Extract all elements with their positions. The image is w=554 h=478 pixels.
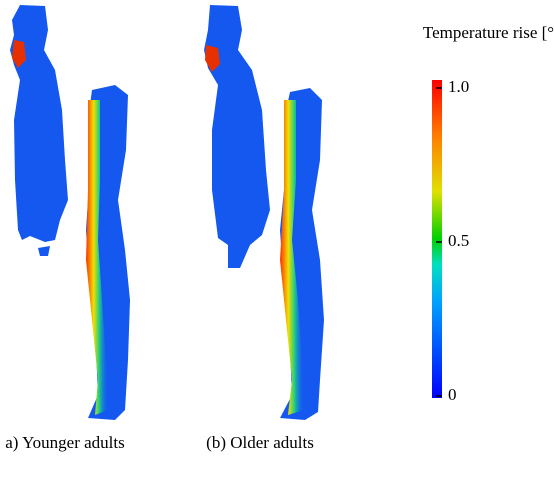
body-images [10,5,324,420]
colorbar-title: Temperature rise [°C] [423,23,554,42]
caption: a) Younger adults [5,433,124,452]
body-b-legs-edge [280,100,304,415]
body-a-torso [10,5,68,242]
body-b-torso [204,5,270,268]
body-a-face [12,40,26,68]
colorbar [432,80,442,398]
colorbar-ticks: 1.0 0.5 0 [436,77,469,404]
caption: (b) Older adults [206,433,314,452]
body-a-legs-edge [86,100,108,415]
body-b-face [205,45,220,72]
tick-label: 1.0 [448,77,469,96]
tick-label: 0.5 [448,231,469,250]
body-a-foot [38,246,50,256]
tick-label: 0 [448,385,457,404]
